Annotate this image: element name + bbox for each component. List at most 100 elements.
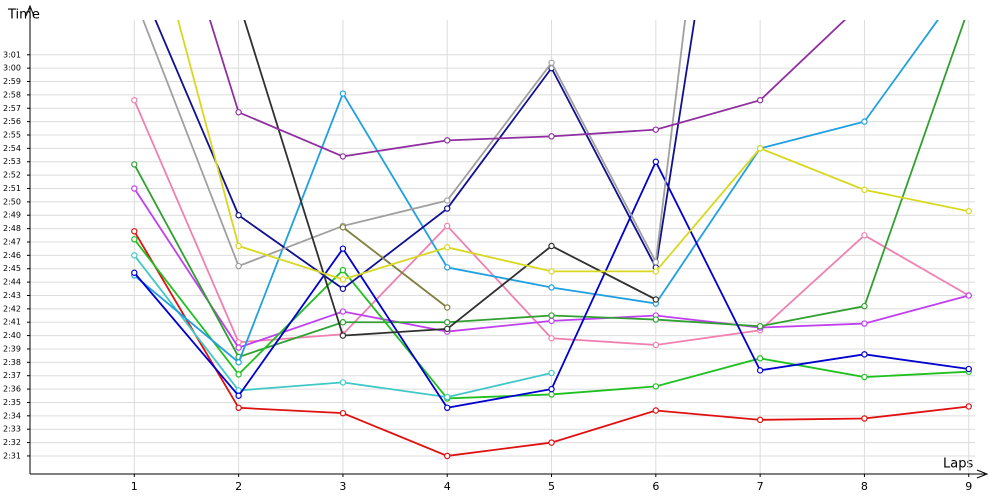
- point: [339, 153, 347, 160]
- point: [965, 365, 972, 373]
- y-tick-label: 2:40: [3, 331, 21, 340]
- point: [652, 407, 660, 414]
- point: [861, 118, 868, 125]
- x-tick-label: 2: [235, 480, 242, 493]
- y-tick-label: 2:49: [3, 211, 21, 220]
- point: [131, 236, 138, 243]
- point: [131, 252, 138, 259]
- y-tick-label: 2:58: [3, 90, 21, 99]
- y-tick-label: 2:38: [3, 358, 21, 367]
- point: [339, 285, 347, 292]
- point: [444, 222, 451, 230]
- point: [339, 308, 347, 315]
- point: [652, 316, 660, 323]
- y-tick-label: 2:57: [3, 104, 21, 113]
- point: [339, 245, 347, 252]
- y-tick-label: 2:44: [3, 278, 21, 287]
- series-line: [342, 226, 448, 309]
- point: [965, 403, 972, 410]
- y-tick-label: 2:50: [3, 197, 21, 206]
- y-tick-label: 2:34: [3, 411, 21, 420]
- point: [756, 416, 764, 424]
- y-tick-label: 2:37: [3, 371, 21, 380]
- x-tick-label: 7: [757, 480, 764, 493]
- point: [652, 258, 660, 266]
- y-tick-label: 2:36: [3, 385, 21, 394]
- point: [548, 312, 555, 319]
- y-tick-label: 2:47: [3, 237, 21, 246]
- y-tick-label: 3:00: [3, 64, 21, 73]
- point: [339, 90, 347, 97]
- point: [861, 186, 868, 194]
- point: [965, 208, 972, 215]
- point: [861, 302, 868, 310]
- point: [548, 317, 555, 325]
- point: [548, 268, 555, 275]
- point: [131, 161, 138, 168]
- point: [861, 320, 868, 327]
- x-tick-label: 3: [339, 480, 346, 493]
- point: [131, 185, 138, 192]
- point: [444, 244, 451, 251]
- y-tick-label: 2:41: [3, 318, 21, 327]
- point: [131, 228, 138, 235]
- point: [131, 97, 138, 104]
- point: [235, 212, 242, 219]
- point: [444, 325, 451, 333]
- point: [756, 323, 764, 330]
- y-tick-label: 2:48: [3, 224, 21, 233]
- y-tick-label: 2:59: [3, 77, 21, 86]
- point: [339, 266, 347, 274]
- y-tick-label: 2:46: [3, 251, 21, 260]
- y-tick-label: 2:52: [3, 171, 21, 180]
- y-axis-label: Time: [7, 8, 40, 23]
- point: [652, 126, 660, 133]
- x-tick-label: 4: [444, 480, 451, 493]
- y-arrow: [25, 4, 35, 17]
- y-tick-label: 2:51: [3, 184, 21, 193]
- point: [548, 59, 555, 66]
- x-arrow: [976, 469, 989, 479]
- point: [235, 262, 242, 270]
- point: [652, 341, 660, 349]
- point: [861, 373, 868, 381]
- point: [339, 319, 347, 326]
- point: [339, 379, 347, 386]
- point: [548, 284, 555, 291]
- point: [235, 344, 242, 351]
- point: [339, 224, 347, 231]
- series-line: [208, 20, 847, 158]
- point: [548, 133, 555, 140]
- point: [339, 276, 347, 283]
- point: [756, 355, 764, 362]
- x-tick-label: 1: [131, 480, 138, 493]
- point: [548, 385, 555, 393]
- point: [236, 0, 241, 4]
- point: [756, 97, 764, 104]
- point: [444, 304, 451, 311]
- point: [861, 232, 868, 239]
- y-tick-label: 2:56: [3, 117, 21, 126]
- y-tick-label: 2:31: [3, 451, 21, 460]
- point: [444, 137, 451, 144]
- point: [861, 351, 868, 358]
- y-tick-label: 3:01: [3, 50, 21, 59]
- point: [548, 391, 555, 398]
- point: [548, 335, 555, 342]
- y-tick-label: 2:33: [3, 425, 21, 434]
- point: [235, 392, 242, 399]
- y-tick-label: 2:35: [3, 398, 21, 407]
- point: [235, 109, 242, 116]
- x-axis-label: Laps: [943, 457, 973, 472]
- point: [235, 242, 242, 250]
- y-tick-label: 2:32: [3, 438, 21, 447]
- point: [339, 409, 347, 417]
- point: [548, 242, 555, 250]
- point: [131, 269, 138, 276]
- point: [444, 197, 451, 204]
- point: [444, 452, 451, 460]
- point: [235, 404, 242, 412]
- y-tick-label: 2:42: [3, 304, 21, 313]
- point: [548, 369, 555, 377]
